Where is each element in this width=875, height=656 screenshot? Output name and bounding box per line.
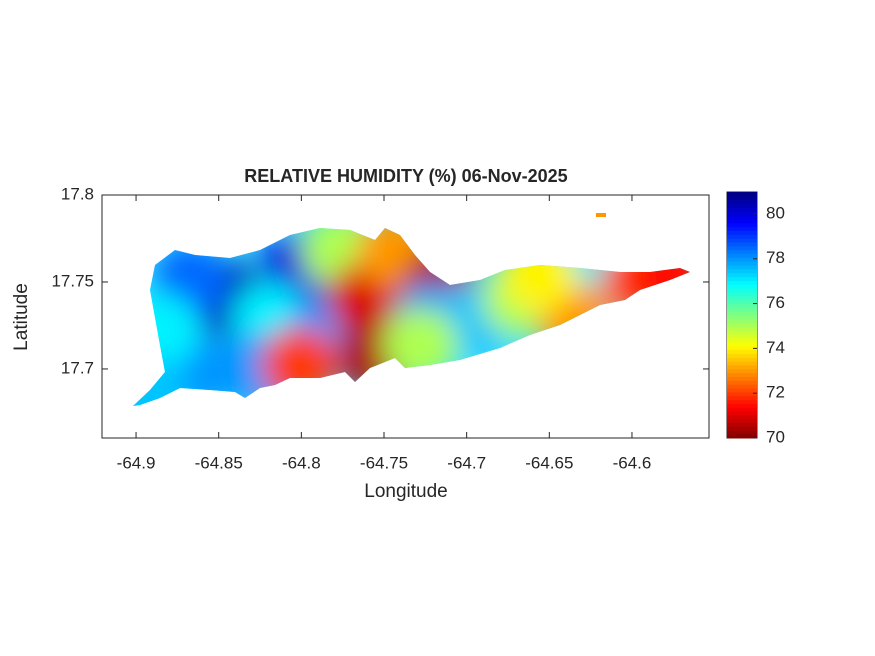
colorbar-swatch — [727, 353, 757, 358]
colorbar-swatch — [727, 326, 757, 331]
colorbar-swatch — [727, 295, 757, 301]
colorbar-swatch — [727, 422, 757, 427]
colorbar-swatch — [727, 357, 757, 362]
y-axis-label: Latitude — [11, 283, 32, 351]
x-tick-label: -64.65 — [525, 453, 573, 472]
colorbar-swatch — [727, 272, 757, 278]
colorbar-swatch — [727, 199, 757, 205]
colorbar-swatch — [727, 299, 757, 304]
colorbar-swatch — [727, 226, 757, 231]
colorbar-swatch — [727, 318, 757, 324]
y-tick-label: 17.7 — [61, 358, 94, 377]
colorbar-swatch — [727, 349, 757, 354]
colorbar-swatch — [727, 384, 757, 389]
colorbar-swatch — [727, 261, 757, 266]
colorbar-swatch — [727, 380, 757, 385]
colorbar-swatch — [727, 430, 757, 435]
colorbar-swatch — [727, 388, 757, 393]
colorbar-swatch — [727, 411, 757, 416]
colorbar-tick-label: 76 — [766, 293, 785, 312]
x-tick-label: -64.9 — [117, 453, 156, 472]
colorbar-swatch — [727, 315, 757, 320]
colorbar-tick-label: 78 — [766, 248, 785, 267]
colorbar-swatch — [727, 192, 757, 197]
colorbar-swatch — [727, 234, 757, 239]
colorbar-swatch — [727, 345, 757, 351]
colorbar-swatch — [727, 311, 757, 316]
colorbar-swatch — [727, 265, 757, 270]
colorbar-swatch — [727, 211, 757, 216]
colorbar-swatch — [727, 414, 757, 420]
humidity-sample — [133, 357, 188, 406]
colorbar-swatch — [727, 434, 757, 439]
x-tick-label: -64.7 — [447, 453, 486, 472]
colorbar-swatch — [727, 307, 757, 312]
colorbar-swatch — [727, 426, 757, 431]
colorbar-swatch — [727, 249, 757, 254]
colorbar-swatch — [727, 291, 757, 297]
colorbar-swatch — [727, 418, 757, 424]
colorbar-swatch — [727, 322, 757, 328]
colorbar-swatch — [727, 195, 757, 201]
colorbar-swatch — [727, 361, 757, 366]
colorbar-swatch — [727, 288, 757, 293]
colorbar-swatch — [727, 376, 757, 381]
colorbar-swatch — [727, 241, 757, 247]
colorbar-swatch — [727, 368, 757, 374]
colorbar-swatch — [727, 399, 757, 404]
colorbar-swatch — [727, 203, 757, 208]
colorbar-swatch — [727, 207, 757, 212]
colorbar-swatch — [727, 395, 757, 401]
colorbar: 70 72 74 76 78 80 — [727, 192, 785, 446]
colorbar-swatch — [727, 253, 757, 258]
x-tick-label: -64.85 — [195, 453, 243, 472]
colorbar-swatch — [727, 391, 757, 397]
colorbar-swatch — [727, 372, 757, 377]
chart-title: RELATIVE HUMIDITY (%) 06-Nov-2025 — [244, 166, 567, 186]
colorbar-tick-label: 80 — [766, 203, 785, 222]
x-tick-label: -64.8 — [282, 453, 321, 472]
colorbar-tick-label: 72 — [766, 383, 785, 402]
x-axis-label: Longitude — [364, 481, 447, 502]
y-tick-label: 17.75 — [51, 271, 94, 290]
colorbar-tick-label: 74 — [766, 338, 785, 357]
y-tick-label: 17.8 — [61, 184, 94, 203]
colorbar-tick-label: 70 — [766, 427, 785, 446]
colorbar-swatch — [727, 407, 757, 412]
colorbar-swatch — [727, 238, 757, 243]
colorbar-swatch — [727, 257, 757, 262]
colorbar-swatch — [727, 230, 757, 235]
colorbar-swatch — [727, 364, 757, 370]
colorbar-swatch — [727, 280, 757, 285]
colorbar-swatch — [727, 303, 757, 308]
colorbar-swatch — [727, 341, 757, 347]
colorbar-swatch — [727, 330, 757, 335]
colorbar-swatch — [727, 215, 757, 220]
colorbar-swatch — [727, 268, 757, 274]
colorbar-swatch — [727, 334, 757, 339]
colorbar-swatch — [727, 222, 757, 228]
x-tick-label: -64.6 — [613, 453, 652, 472]
colorbar-swatch — [727, 338, 757, 343]
colorbar-swatch — [727, 284, 757, 289]
colorbar-swatch — [727, 245, 757, 251]
colorbar-swatch — [727, 276, 757, 281]
x-tick-label: -64.75 — [360, 453, 408, 472]
colorbar-swatch — [727, 218, 757, 224]
colorbar-swatch — [727, 403, 757, 408]
